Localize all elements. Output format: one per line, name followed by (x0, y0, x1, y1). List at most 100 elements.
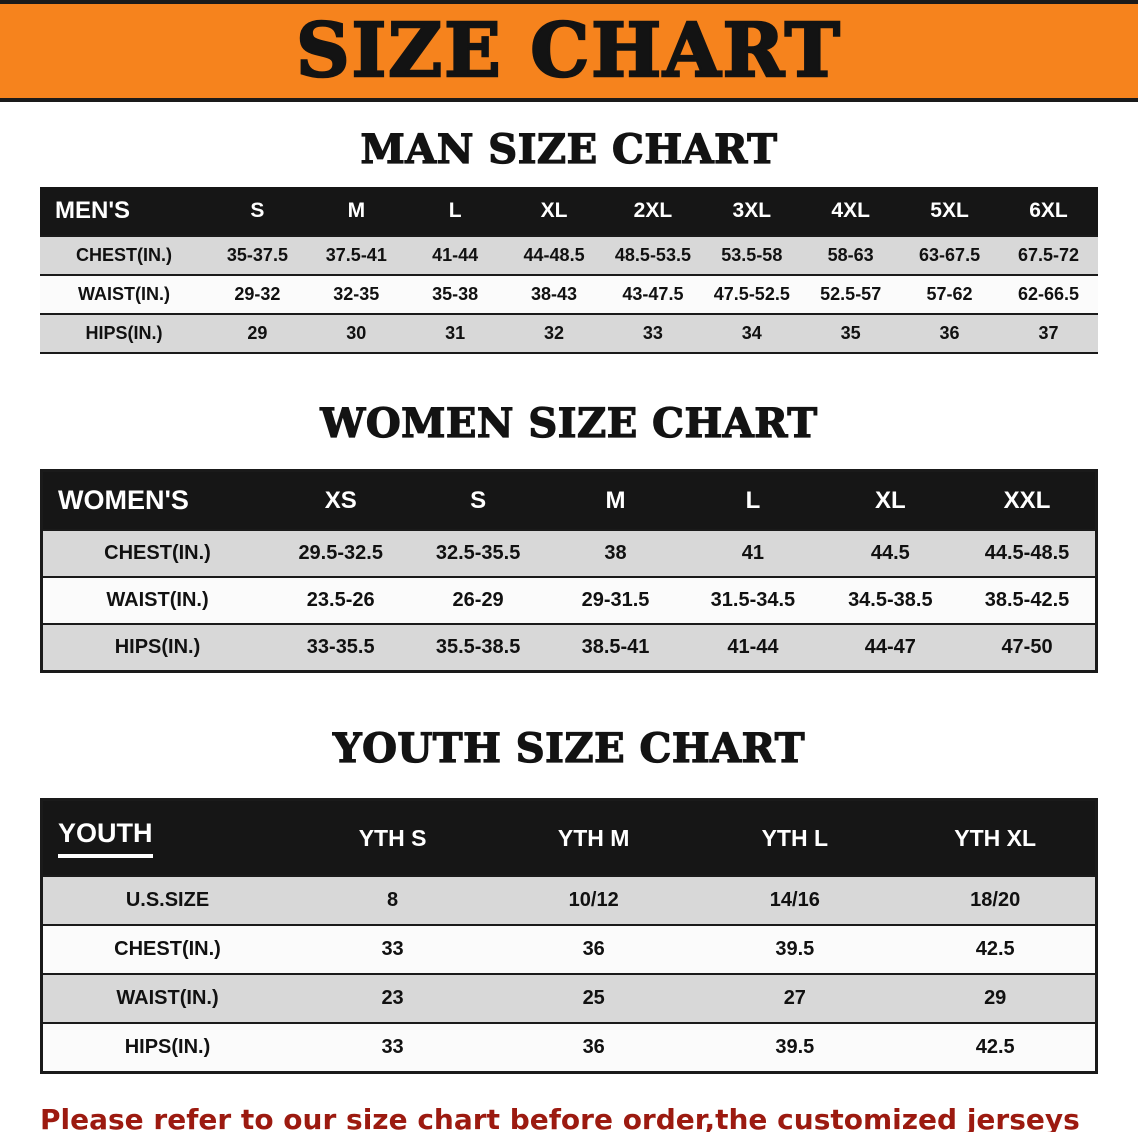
table-row: WAIST(IN.) 23.5-26 26-29 29-31.5 31.5-34.5 34… (41, 577, 1097, 624)
size-value-cell: 35.5-38.5 (435, 636, 521, 658)
men-section: MAN SIZE CHART MEN'S S M L XL 2XL 3XL 4XL 5XL 6XL… (0, 125, 1138, 354)
size-value-cell: 29.5-32.5 (298, 542, 383, 564)
size-value-cell: 47-50 (1001, 636, 1053, 658)
size-value-cell: 44.5-48.5 (984, 542, 1070, 564)
table-row: HIPS(IN.) 33 36 39.5 42.5 (41, 1023, 1097, 1073)
size-value-cell: 37.5-41 (325, 245, 387, 265)
table-row: U.S.SIZE 8 10/12 14/16 18/20 (41, 876, 1097, 925)
row-label: CHEST(IN.) (76, 245, 172, 265)
size-value-cell: 31 (445, 323, 466, 343)
size-value-cell: 37 (1038, 323, 1059, 343)
size-value-cell: 8 (387, 889, 399, 911)
size-value-cell: 36 (582, 1036, 605, 1058)
size-value-cell: 29 (247, 323, 268, 343)
size-value-cell: 43-47.5 (622, 284, 684, 304)
size-value-cell: 52.5-57 (820, 284, 882, 304)
size-value-cell: 31.5-34.5 (710, 589, 796, 611)
column-header: YTH XL (895, 799, 1097, 876)
table-label-cell: YOUTH (41, 799, 292, 876)
size-value-cell: 47.5-52.5 (713, 284, 790, 304)
size-value-cell: 53.5-58 (721, 245, 783, 265)
column-header: M (306, 187, 406, 236)
column-header: 5XL (900, 187, 999, 236)
row-label: CHEST(IN.) (114, 938, 221, 960)
size-value-cell: 44-47 (864, 636, 916, 658)
table-row: CHEST(IN.) 33 36 39.5 42.5 (41, 925, 1097, 974)
size-value-cell: 10/12 (568, 889, 619, 911)
size-value-cell: 32 (544, 323, 565, 343)
column-header: XL (821, 470, 960, 530)
column-header: S (208, 187, 307, 236)
size-value-cell: 39.5 (775, 938, 815, 960)
size-value-cell: 26-29 (452, 589, 504, 611)
column-header: XS (272, 470, 410, 530)
size-value-cell: 38 (604, 542, 627, 564)
row-label: HIPS(IN.) (114, 636, 201, 658)
women-section: WOMEN SIZE CHART WOMEN'S XS S M L XL XXL CHEST(… (0, 399, 1138, 673)
size-value-cell: 23 (381, 987, 404, 1009)
table-row: WAIST(IN.) 23 25 27 29 (41, 974, 1097, 1023)
size-value-cell: 29-31.5 (581, 589, 650, 611)
column-header: YTH S (292, 799, 494, 876)
footer-notice: Please refer to our size chart before or… (40, 1100, 1100, 1132)
table-label: WOMEN'S (58, 485, 189, 515)
size-value-cell: 18/20 (970, 889, 1021, 911)
table-row: HIPS(IN.) 33-35.5 35.5-38.5 38.5-41 41-44 44-… (41, 624, 1097, 672)
size-value-cell: 41 (741, 542, 765, 564)
size-value-cell: 38.5-41 (581, 636, 650, 658)
youth-section: YOUTH SIZE CHART YOUTH YTH S YTH M YTH L YTH… (0, 724, 1138, 1074)
size-value-cell: 36 (939, 323, 960, 343)
size-value-cell: 41-44 (432, 245, 479, 265)
page-title: SIZE CHART (295, 8, 842, 94)
size-value-cell: 44-48.5 (523, 245, 585, 265)
size-value-cell: 33 (381, 938, 404, 960)
size-value-cell: 38.5-42.5 (984, 589, 1070, 611)
size-value-cell: 67.5-72 (1017, 245, 1080, 265)
size-value-cell: 36 (582, 938, 605, 960)
size-value-cell: 42.5 (975, 1036, 1015, 1058)
size-value-cell: 63-67.5 (919, 245, 981, 265)
size-value-cell: 34.5-38.5 (848, 589, 933, 611)
size-value-cell: 58-63 (827, 245, 874, 265)
size-value-cell: 39.5 (775, 1036, 815, 1058)
table-header-row: MEN'S S M L XL 2XL 3XL 4XL 5XL 6XL (40, 187, 1098, 236)
row-label: U.S.SIZE (125, 889, 210, 911)
table-label-cell: MEN'S (40, 187, 208, 236)
column-header: XL (504, 187, 604, 236)
size-value-cell: 57-62 (926, 284, 973, 304)
table-header-row: WOMEN'S XS S M L XL XXL (41, 470, 1097, 530)
size-value-cell: 35-38 (432, 284, 479, 304)
size-value-cell: 14/16 (769, 889, 820, 911)
row-label: CHEST(IN.) (104, 542, 211, 564)
size-value-cell: 32.5-35.5 (435, 542, 521, 564)
size-value-cell: 41-44 (727, 636, 779, 658)
size-value-cell: 33 (642, 323, 663, 343)
size-value-cell: 44.5 (870, 542, 910, 564)
table-row: HIPS(IN.) 29 30 31 32 33 34 35 36 37 (40, 314, 1098, 353)
row-label: HIPS(IN.) (124, 1036, 211, 1058)
size-value-cell: 25 (582, 987, 605, 1009)
table-row: WAIST(IN.) 29-32 32-35 35-38 38-43 43-47.5 47.… (40, 275, 1098, 314)
notice-line-1: Please refer to our size chart before or… (40, 1103, 1080, 1132)
row-label: WAIST(IN.) (78, 284, 170, 304)
column-header: L (405, 187, 505, 236)
men-size-table: MEN'S S M L XL 2XL 3XL 4XL 5XL 6XL CHEST(IN.) 35-37… (40, 187, 1098, 354)
size-value-cell: 34 (741, 323, 762, 343)
size-value-cell: 33-35.5 (306, 636, 375, 658)
table-label-cell: WOMEN'S (41, 470, 272, 530)
column-header: S (409, 470, 547, 530)
size-value-cell: 27 (783, 987, 806, 1009)
column-header: XXL (959, 470, 1097, 530)
size-value-cell: 33 (381, 1036, 404, 1058)
youth-size-table: YOUTH YTH S YTH M YTH L YTH XL U.S.SIZE 8 10/12… (40, 798, 1098, 1074)
table-label: MEN'S (55, 197, 131, 224)
size-value-cell: 48.5-53.5 (614, 245, 691, 265)
youth-section-heading: YOUTH SIZE CHART (332, 724, 805, 772)
size-value-cell: 35-37.5 (226, 245, 288, 265)
column-header: M (546, 470, 685, 530)
size-value-cell: 38-43 (531, 284, 578, 304)
row-label: HIPS(IN.) (85, 323, 163, 343)
column-header: YTH L (694, 799, 896, 876)
row-label: WAIST(IN.) (106, 589, 209, 611)
